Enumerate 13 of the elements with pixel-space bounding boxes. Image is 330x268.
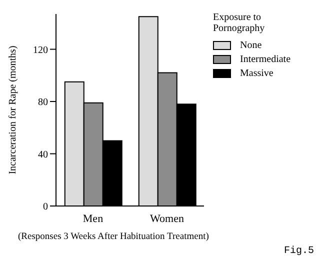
y-tick-label: 80 [38,97,48,108]
x-tick-label: Men [82,212,104,225]
legend-title: Exposure to Pornography [213,12,266,34]
y-tick-label: 0 [43,202,48,213]
text: (Responses 3 Weeks After Habituation Treatment) [18,232,209,242]
y-tick-label: 40 [38,149,48,160]
y-axis-title: Incarceration for Rape (months) [8,46,19,174]
legend-label: Massive [240,68,274,78]
x-tick-label: Women [150,212,184,225]
legend-label: None [240,40,262,50]
y-tick-label: 120 [33,44,48,56]
legend-label: Intermediate [240,54,291,64]
caption: Fig.5 [284,246,314,257]
